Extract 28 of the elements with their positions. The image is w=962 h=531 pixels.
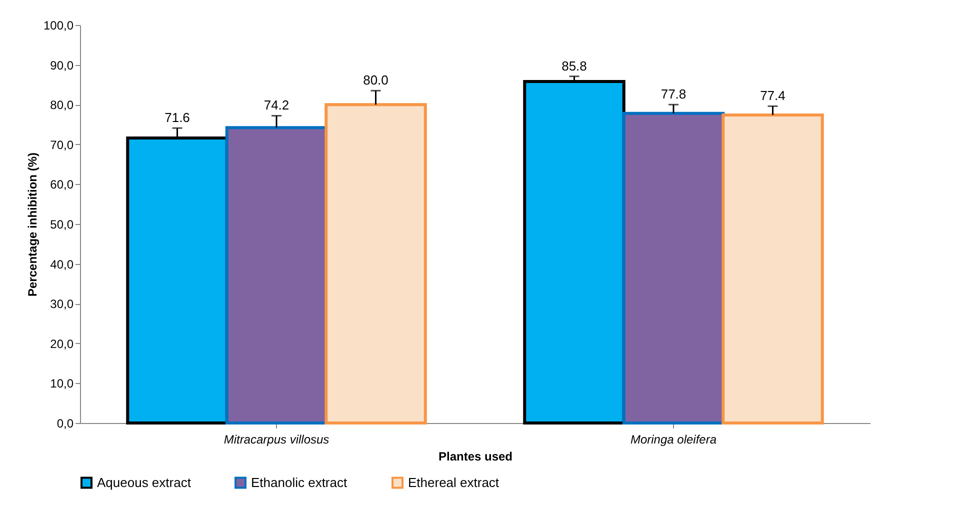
data-label: 77.4 [760, 88, 786, 104]
y-tick-label: 80,0 [50, 98, 74, 112]
bar [523, 80, 626, 424]
y-tick-label: 100,0 [43, 18, 74, 32]
y-axis-title: Percentage inhibition (%) [25, 152, 40, 297]
x-tick-label: Moringa oleifera [630, 432, 717, 446]
bar [722, 113, 824, 424]
data-label: 85.8 [562, 58, 587, 74]
legend-label: Ethereal extract [408, 474, 500, 490]
y-tick-label: 10,0 [50, 376, 74, 391]
legend-label: Ethanolic extract [251, 474, 348, 490]
x-tick-label: Mitracarpus villosus [224, 432, 330, 446]
y-tick-label: 20,0 [50, 336, 74, 351]
y-tick-label: 50,0 [50, 218, 74, 232]
bar [324, 103, 427, 424]
y-tick-label: 70,0 [50, 138, 74, 152]
data-label: 77.8 [660, 86, 686, 102]
y-tick-label: 60,0 [50, 178, 74, 192]
y-tick-label: 0,0 [56, 416, 74, 430]
y-tick-label: 90,0 [50, 58, 74, 72]
data-label: 80.0 [363, 72, 388, 88]
data-label: 71.6 [164, 110, 190, 126]
y-tick-label: 40,0 [50, 257, 74, 272]
data-label: 74.2 [264, 98, 290, 113]
legend-label: Aqueous extract [97, 474, 192, 490]
x-axis-title: Plantes used [438, 450, 513, 464]
y-tick-label: 30,0 [50, 297, 74, 312]
bar [622, 112, 725, 424]
